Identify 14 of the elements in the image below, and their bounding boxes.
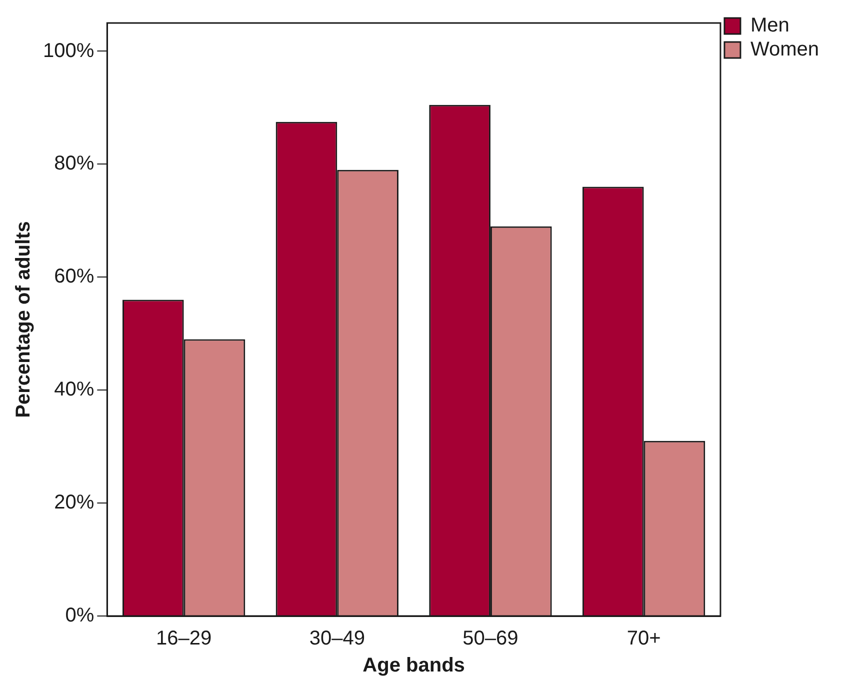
x-tick-label: 16–29	[156, 628, 212, 650]
y-tick-label: 0%	[65, 604, 94, 627]
legend-label: Men	[750, 14, 790, 37]
y-tick-label: 100%	[42, 40, 94, 62]
y-tick-label: 40%	[54, 378, 94, 401]
y-tick-label: 60%	[54, 266, 94, 288]
x-tick-label: 50–69	[462, 628, 518, 650]
y-tick-label: 20%	[54, 492, 94, 514]
y-tick-label: 80%	[54, 152, 94, 175]
x-axis-title: Age bands	[362, 654, 465, 677]
legend-label: Women	[750, 38, 819, 61]
y-axis-title: Percentage of adults	[12, 221, 35, 418]
x-tick-label: 30–49	[309, 628, 365, 650]
x-tick-label: 70+	[626, 628, 661, 650]
